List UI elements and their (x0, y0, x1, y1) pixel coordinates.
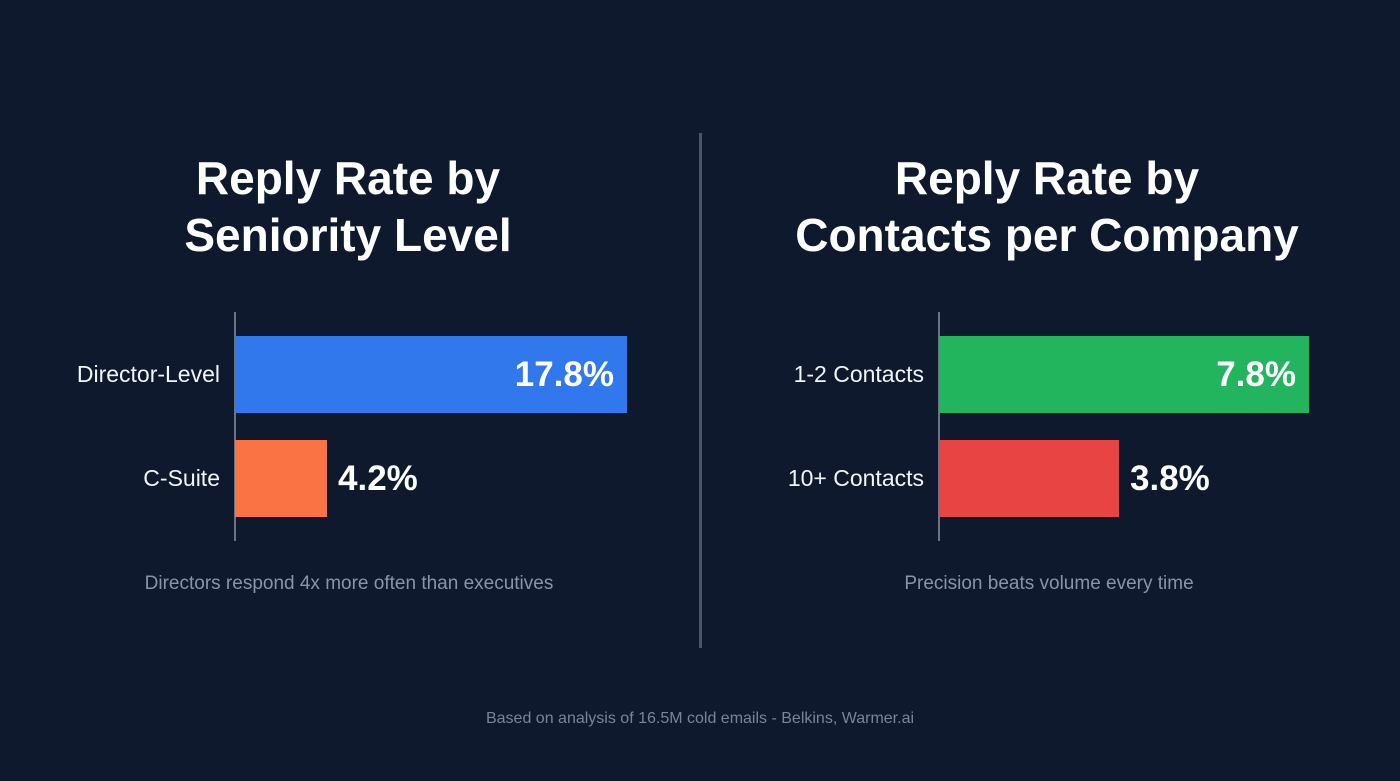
category-label: 10+ Contacts (787, 465, 924, 491)
axis-line (234, 312, 236, 541)
data-label: 3.8% (1130, 459, 1210, 498)
footer-source: Based on analysis of 16.5M cold emails -… (485, 710, 915, 727)
bar-1-2-contacts (939, 336, 1309, 413)
data-label: 7.8% (1216, 355, 1296, 394)
axis-line (938, 312, 940, 541)
category-label: Director-Level (76, 361, 220, 387)
data-label: 4.2% (338, 459, 418, 498)
divider (699, 133, 702, 648)
chart-title-seniority: Reply Rate by Seniority Level (184, 152, 512, 261)
subtitle-contacts: Precision beats volume every time (904, 573, 1194, 594)
bar-c-suite (235, 440, 327, 517)
category-label: C-Suite (143, 465, 220, 491)
bar-director-level (235, 336, 627, 413)
chart-title-contacts: Reply Rate by Contacts per Company (795, 152, 1299, 261)
bar-10-contacts (939, 440, 1119, 517)
subtitle-seniority: Directors respond 4x more often than exe… (144, 573, 554, 594)
category-label: 1-2 Contacts (793, 361, 924, 387)
data-label: 17.8% (514, 355, 614, 394)
